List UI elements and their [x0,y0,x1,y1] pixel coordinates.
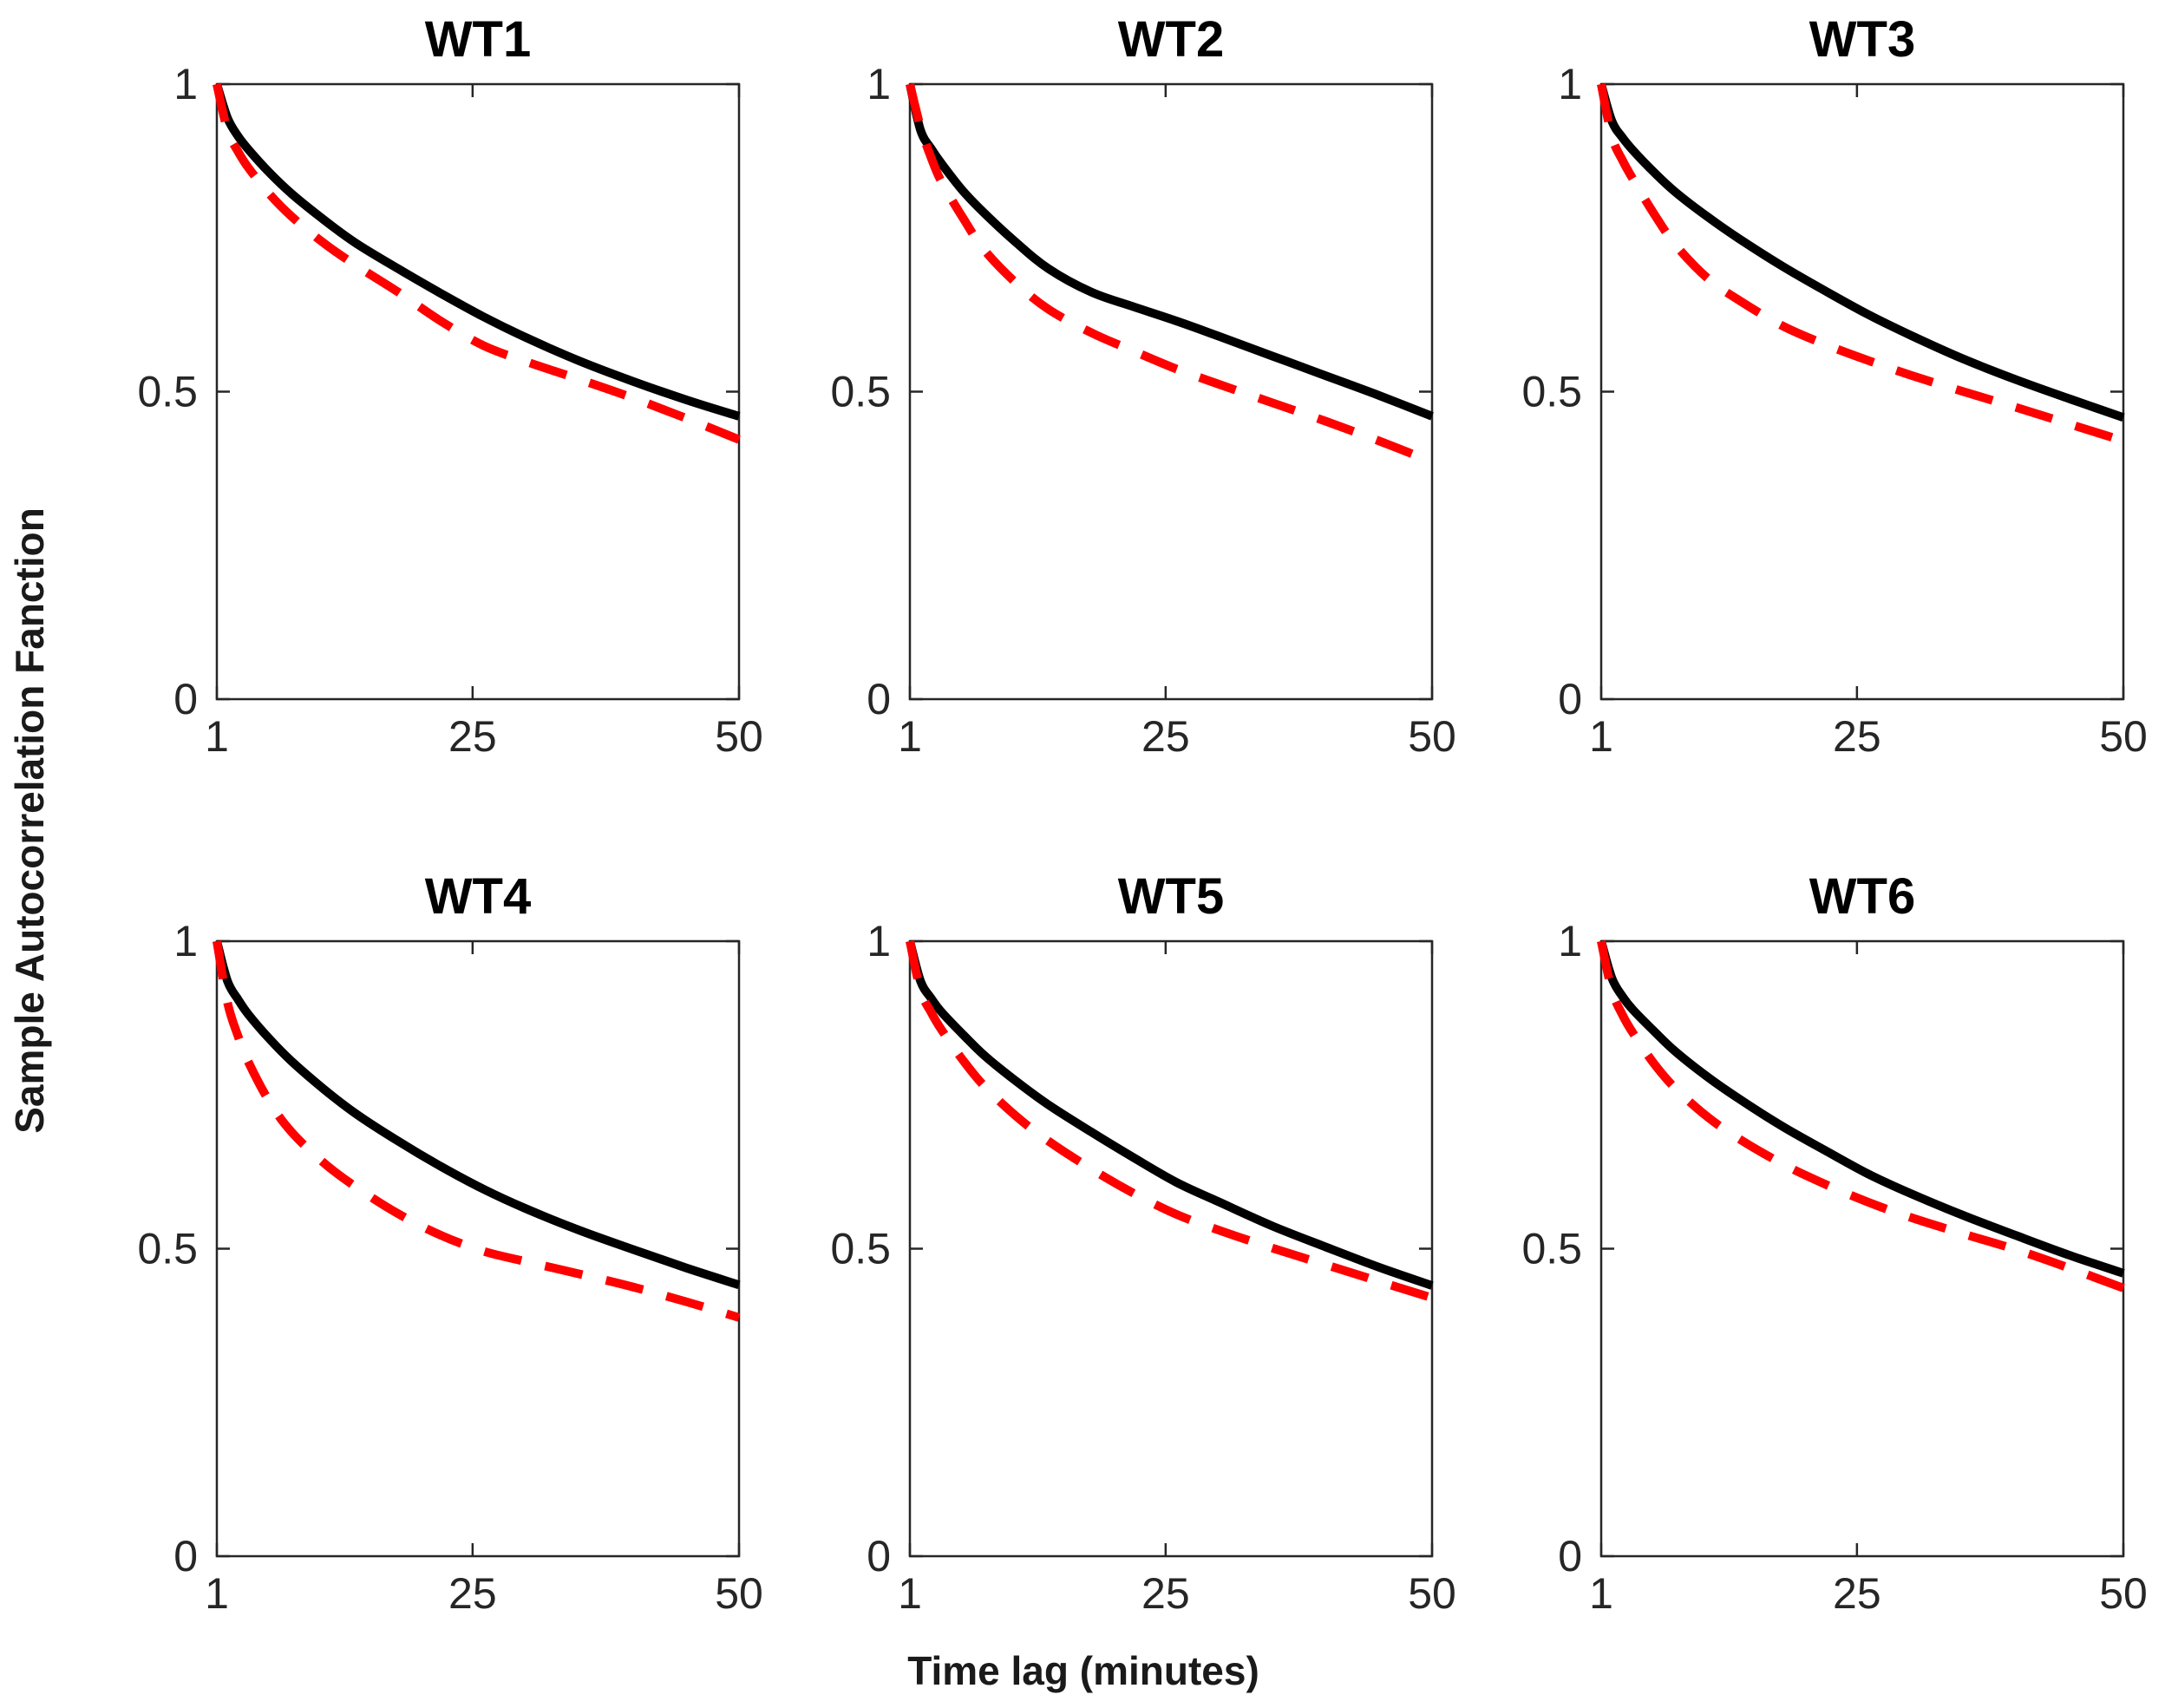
wt5-dashed-red-line [906,939,1434,1302]
y-tick-label: 0.5 [137,1225,198,1273]
axes-box [215,939,741,1558]
y-tick-label: 1 [1558,917,1582,965]
y-tick-label: 0 [867,1532,891,1580]
wt1-solid-black-line [213,82,741,421]
x-tick-label: 1 [898,1569,922,1618]
subplot-wt4: WT4 1 25 50 0 0.5 1 [137,868,762,1618]
x-tick-label: 1 [1589,1569,1613,1618]
x-tick-label: 1 [205,1569,229,1618]
y-tick-label: 0 [867,675,891,723]
subplot-title-wt3: WT3 [1809,11,1915,68]
x-tick-label: 25 [448,1569,497,1618]
wt3-solid-black-line [1597,82,2125,422]
wt2-dashed-red-line [906,82,1434,466]
subplot-wt6: WT6 1 25 50 0 0.5 1 [1521,868,2147,1618]
axes-box [908,939,1434,1558]
subplot-wt3: WT3 1 25 50 0 0.5 1 [1521,11,2147,761]
y-tick-label: 1 [173,917,198,965]
y-tick-label: 1 [867,60,891,108]
y-tick-label: 0 [173,1532,198,1580]
x-tick-label: 1 [1589,712,1613,761]
y-tick-label: 0.5 [137,368,198,416]
x-tick-label: 25 [1141,1569,1190,1618]
x-tick-label: 50 [2099,712,2148,761]
y-tick-label: 0 [1558,1532,1582,1580]
x-tick-label: 25 [1833,712,1881,761]
x-axis-label-global: Time lag (minutes) [907,1648,1259,1693]
wt3-dashed-red-line [1597,83,2125,445]
wt4-solid-black-line [213,939,741,1290]
subplot-title-wt2: WT2 [1118,11,1224,68]
subplot-title-wt6: WT6 [1809,868,1915,925]
y-tick-label: 0.5 [830,1225,891,1273]
wt4-dashed-red-line [213,940,741,1322]
y-tick-label: 1 [867,917,891,965]
x-tick-label: 50 [715,1569,763,1618]
x-tick-label: 25 [1141,712,1190,761]
x-tick-label: 1 [205,712,229,761]
subplot-title-wt4: WT4 [425,868,531,925]
y-tick-label: 0.5 [1521,1225,1582,1273]
y-tick-label: 0 [173,675,198,723]
y-tick-label: 0.5 [1521,368,1582,416]
x-tick-label: 50 [715,712,763,761]
subplot-title-wt5: WT5 [1118,868,1224,925]
wt5-solid-black-line [906,939,1434,1290]
subplot-wt5: WT5 1 25 50 0 0.5 1 [830,868,1455,1618]
y-tick-label: 0.5 [830,368,891,416]
axes-box [908,82,1434,701]
y-axis-label-global: Sample Autocorrelation Fanction [7,507,52,1134]
wt1-dashed-red-line [213,82,741,444]
x-tick-label: 50 [1408,1569,1456,1618]
subplot-wt1: WT1 1 25 50 0 0.5 1 [137,11,762,761]
y-tick-label: 1 [1558,60,1582,108]
subplot-title-wt1: WT1 [425,11,531,68]
wt2-solid-black-line [906,82,1434,421]
wt6-solid-black-line [1597,939,2125,1278]
subplot-wt2: WT2 1 25 50 0 0.5 1 [830,11,1455,761]
x-tick-label: 25 [1833,1569,1881,1618]
y-tick-label: 0 [1558,675,1582,723]
x-tick-label: 25 [448,712,497,761]
y-tick-label: 1 [173,60,198,108]
x-tick-label: 50 [2099,1569,2148,1618]
x-tick-label: 50 [1408,712,1456,761]
x-tick-label: 1 [898,712,922,761]
wt6-dashed-red-line [1597,939,2125,1292]
